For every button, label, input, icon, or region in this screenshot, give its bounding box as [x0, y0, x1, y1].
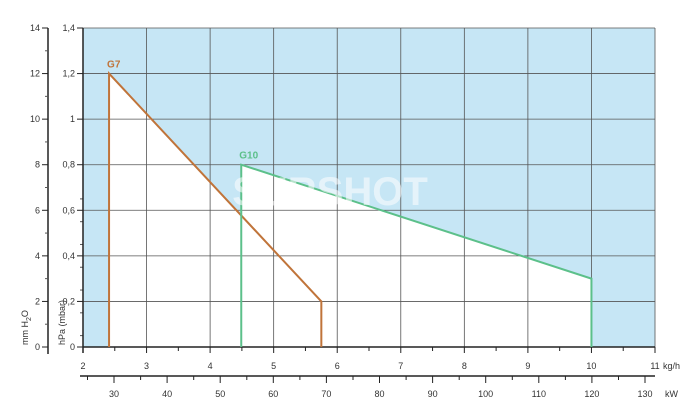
kw-tick-label: 60 [268, 389, 278, 399]
y2-tick-label: 12 [30, 69, 40, 79]
y-tick-label: 1,2 [62, 69, 75, 79]
x-tick-label: 7 [398, 361, 403, 371]
y2-axis-label: mm H2O [20, 310, 33, 345]
kw-tick-label: 30 [109, 389, 119, 399]
series-line-G7 [108, 71, 323, 347]
y2-tick-label: 10 [30, 114, 40, 124]
x-axis-label: kg/h [663, 361, 680, 371]
x-tick-label: 3 [144, 361, 149, 371]
y2-tick-label: 14 [30, 23, 40, 33]
kw-tick-label: 40 [162, 389, 172, 399]
y2-tick-label: 0 [35, 342, 40, 352]
kw-tick-label: 50 [215, 389, 225, 399]
y2-tick-label: 6 [35, 205, 40, 215]
x-tick-label: 6 [335, 361, 340, 371]
kw-tick-label: 110 [532, 389, 546, 399]
x-tick-label: 11 [650, 361, 659, 371]
y2-tick-label: 2 [35, 296, 40, 306]
y2-tick-label: 4 [35, 251, 40, 261]
y-tick-label: 1,4 [62, 23, 75, 33]
x-tick-label: 9 [525, 361, 530, 371]
kw-tick-label: 90 [428, 389, 438, 399]
y-tick-label: 0,2 [62, 296, 75, 306]
series-line-G10 [240, 163, 593, 347]
y-tick-label: 0 [70, 342, 75, 352]
x-tick-label: 2 [80, 361, 85, 371]
y-tick-label: 0,6 [62, 205, 75, 215]
kw-tick-label: 100 [478, 389, 493, 399]
y-tick-label: 0,8 [62, 160, 75, 170]
x2-axis-label: kW [665, 389, 679, 399]
series-label-G10: G10 [239, 151, 258, 162]
y-tick-label: 1 [70, 114, 75, 124]
y2-tick-label: 8 [35, 160, 40, 170]
x-tick-label: 5 [271, 361, 276, 371]
kw-tick-label: 130 [637, 389, 652, 399]
x-tick-label: 4 [208, 361, 213, 371]
y-axis-label: hPa (mbar) [57, 300, 67, 345]
kw-tick-label: 80 [374, 389, 384, 399]
kw-tick-label: 70 [321, 389, 331, 399]
series-label-G7: G7 [107, 60, 121, 71]
x-tick-label: 10 [586, 361, 596, 371]
y-tick-label: 0,4 [62, 251, 75, 261]
kw-tick-label: 120 [584, 389, 599, 399]
watermark: SURSHOT [232, 170, 428, 214]
x-tick-label: 8 [462, 361, 467, 371]
